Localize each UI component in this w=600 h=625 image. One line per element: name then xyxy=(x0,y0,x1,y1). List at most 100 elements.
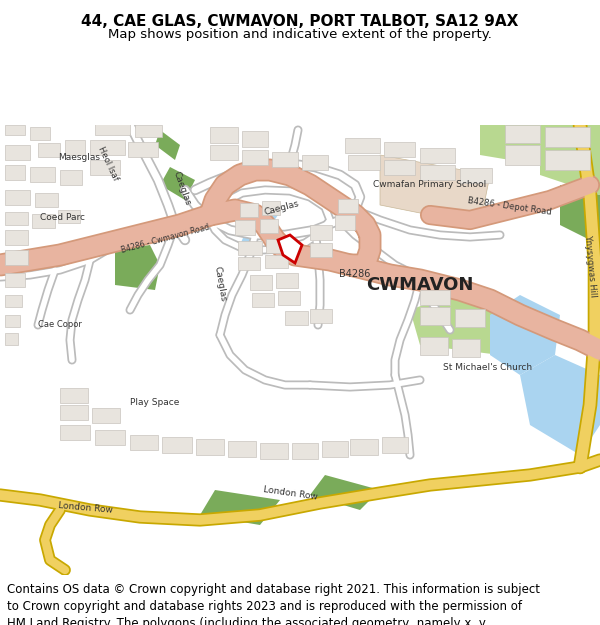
Polygon shape xyxy=(338,199,358,213)
Polygon shape xyxy=(5,315,20,327)
Polygon shape xyxy=(5,212,28,225)
Polygon shape xyxy=(60,405,88,420)
Polygon shape xyxy=(410,295,510,355)
Polygon shape xyxy=(228,441,256,457)
Polygon shape xyxy=(135,125,162,137)
Polygon shape xyxy=(240,233,258,250)
Polygon shape xyxy=(345,138,380,153)
Polygon shape xyxy=(5,125,25,135)
Polygon shape xyxy=(240,203,258,217)
Polygon shape xyxy=(38,143,60,157)
Polygon shape xyxy=(90,160,120,175)
Polygon shape xyxy=(155,130,180,160)
Polygon shape xyxy=(60,170,82,185)
Text: Maesglas: Maesglas xyxy=(58,153,100,162)
Polygon shape xyxy=(278,291,300,305)
Polygon shape xyxy=(420,148,455,163)
Polygon shape xyxy=(302,155,328,170)
Polygon shape xyxy=(292,443,318,459)
Polygon shape xyxy=(238,241,262,255)
Polygon shape xyxy=(252,293,274,307)
Text: London Row: London Row xyxy=(58,501,113,515)
Polygon shape xyxy=(265,255,288,268)
Polygon shape xyxy=(130,435,158,450)
Polygon shape xyxy=(210,145,238,160)
Polygon shape xyxy=(310,243,332,257)
Polygon shape xyxy=(5,145,30,160)
Polygon shape xyxy=(285,311,308,325)
Polygon shape xyxy=(545,127,590,147)
Polygon shape xyxy=(115,245,160,290)
Polygon shape xyxy=(262,201,280,215)
Text: Caeglas: Caeglas xyxy=(263,199,301,217)
Polygon shape xyxy=(128,142,158,157)
Polygon shape xyxy=(65,140,85,155)
Polygon shape xyxy=(420,307,450,325)
Polygon shape xyxy=(92,408,120,423)
Polygon shape xyxy=(460,168,492,183)
Polygon shape xyxy=(420,290,450,305)
Polygon shape xyxy=(505,125,540,143)
Polygon shape xyxy=(252,207,278,227)
Polygon shape xyxy=(60,388,88,403)
Text: Heol Isaf: Heol Isaf xyxy=(96,145,120,182)
Polygon shape xyxy=(335,215,355,230)
Polygon shape xyxy=(210,127,238,143)
Polygon shape xyxy=(452,339,480,357)
Polygon shape xyxy=(162,437,192,453)
Text: St Michael's Church: St Michael's Church xyxy=(443,363,533,372)
Polygon shape xyxy=(420,165,455,180)
Polygon shape xyxy=(310,225,332,240)
Text: B4286 - Cwmavon Road: B4286 - Cwmavon Road xyxy=(120,222,210,255)
Polygon shape xyxy=(382,437,408,453)
Polygon shape xyxy=(35,193,58,207)
Polygon shape xyxy=(545,150,590,170)
Polygon shape xyxy=(30,167,55,182)
Polygon shape xyxy=(95,123,130,135)
Polygon shape xyxy=(32,214,55,228)
Polygon shape xyxy=(480,125,545,165)
Text: Cwmafan Primary School: Cwmafan Primary School xyxy=(373,180,487,189)
Polygon shape xyxy=(250,275,272,290)
Polygon shape xyxy=(235,220,255,235)
Polygon shape xyxy=(322,441,348,457)
Polygon shape xyxy=(5,230,28,245)
Polygon shape xyxy=(384,142,415,157)
Polygon shape xyxy=(348,155,380,170)
Polygon shape xyxy=(380,155,490,225)
Polygon shape xyxy=(490,295,560,375)
Polygon shape xyxy=(560,185,600,245)
Polygon shape xyxy=(260,219,278,233)
Polygon shape xyxy=(5,190,30,205)
Polygon shape xyxy=(5,273,25,287)
Polygon shape xyxy=(60,425,90,440)
Polygon shape xyxy=(310,309,332,323)
Polygon shape xyxy=(266,239,290,253)
Text: Caeglas: Caeglas xyxy=(212,265,227,302)
Polygon shape xyxy=(420,337,448,355)
Text: B4286 - Depot Road: B4286 - Depot Road xyxy=(467,196,553,217)
Text: Cae Copor: Cae Copor xyxy=(38,320,82,329)
Text: Play Space: Play Space xyxy=(130,398,179,407)
Text: Ynysygwas Hill: Ynysygwas Hill xyxy=(583,234,597,297)
Polygon shape xyxy=(30,127,50,140)
Polygon shape xyxy=(5,333,18,345)
Polygon shape xyxy=(95,430,125,445)
Polygon shape xyxy=(5,295,22,307)
Polygon shape xyxy=(5,250,28,265)
Polygon shape xyxy=(90,140,125,155)
Polygon shape xyxy=(242,150,268,165)
Polygon shape xyxy=(276,273,298,288)
Polygon shape xyxy=(350,439,378,455)
Polygon shape xyxy=(200,490,280,525)
Polygon shape xyxy=(278,235,302,263)
Polygon shape xyxy=(260,443,288,459)
Text: CWMAVON: CWMAVON xyxy=(367,276,473,294)
Polygon shape xyxy=(238,257,260,270)
Polygon shape xyxy=(455,309,485,327)
Polygon shape xyxy=(540,125,600,195)
Text: Caeglas: Caeglas xyxy=(172,170,193,207)
Polygon shape xyxy=(160,167,195,200)
Polygon shape xyxy=(196,439,224,455)
Text: 44, CAE GLAS, CWMAVON, PORT TALBOT, SA12 9AX: 44, CAE GLAS, CWMAVON, PORT TALBOT, SA12… xyxy=(82,14,518,29)
